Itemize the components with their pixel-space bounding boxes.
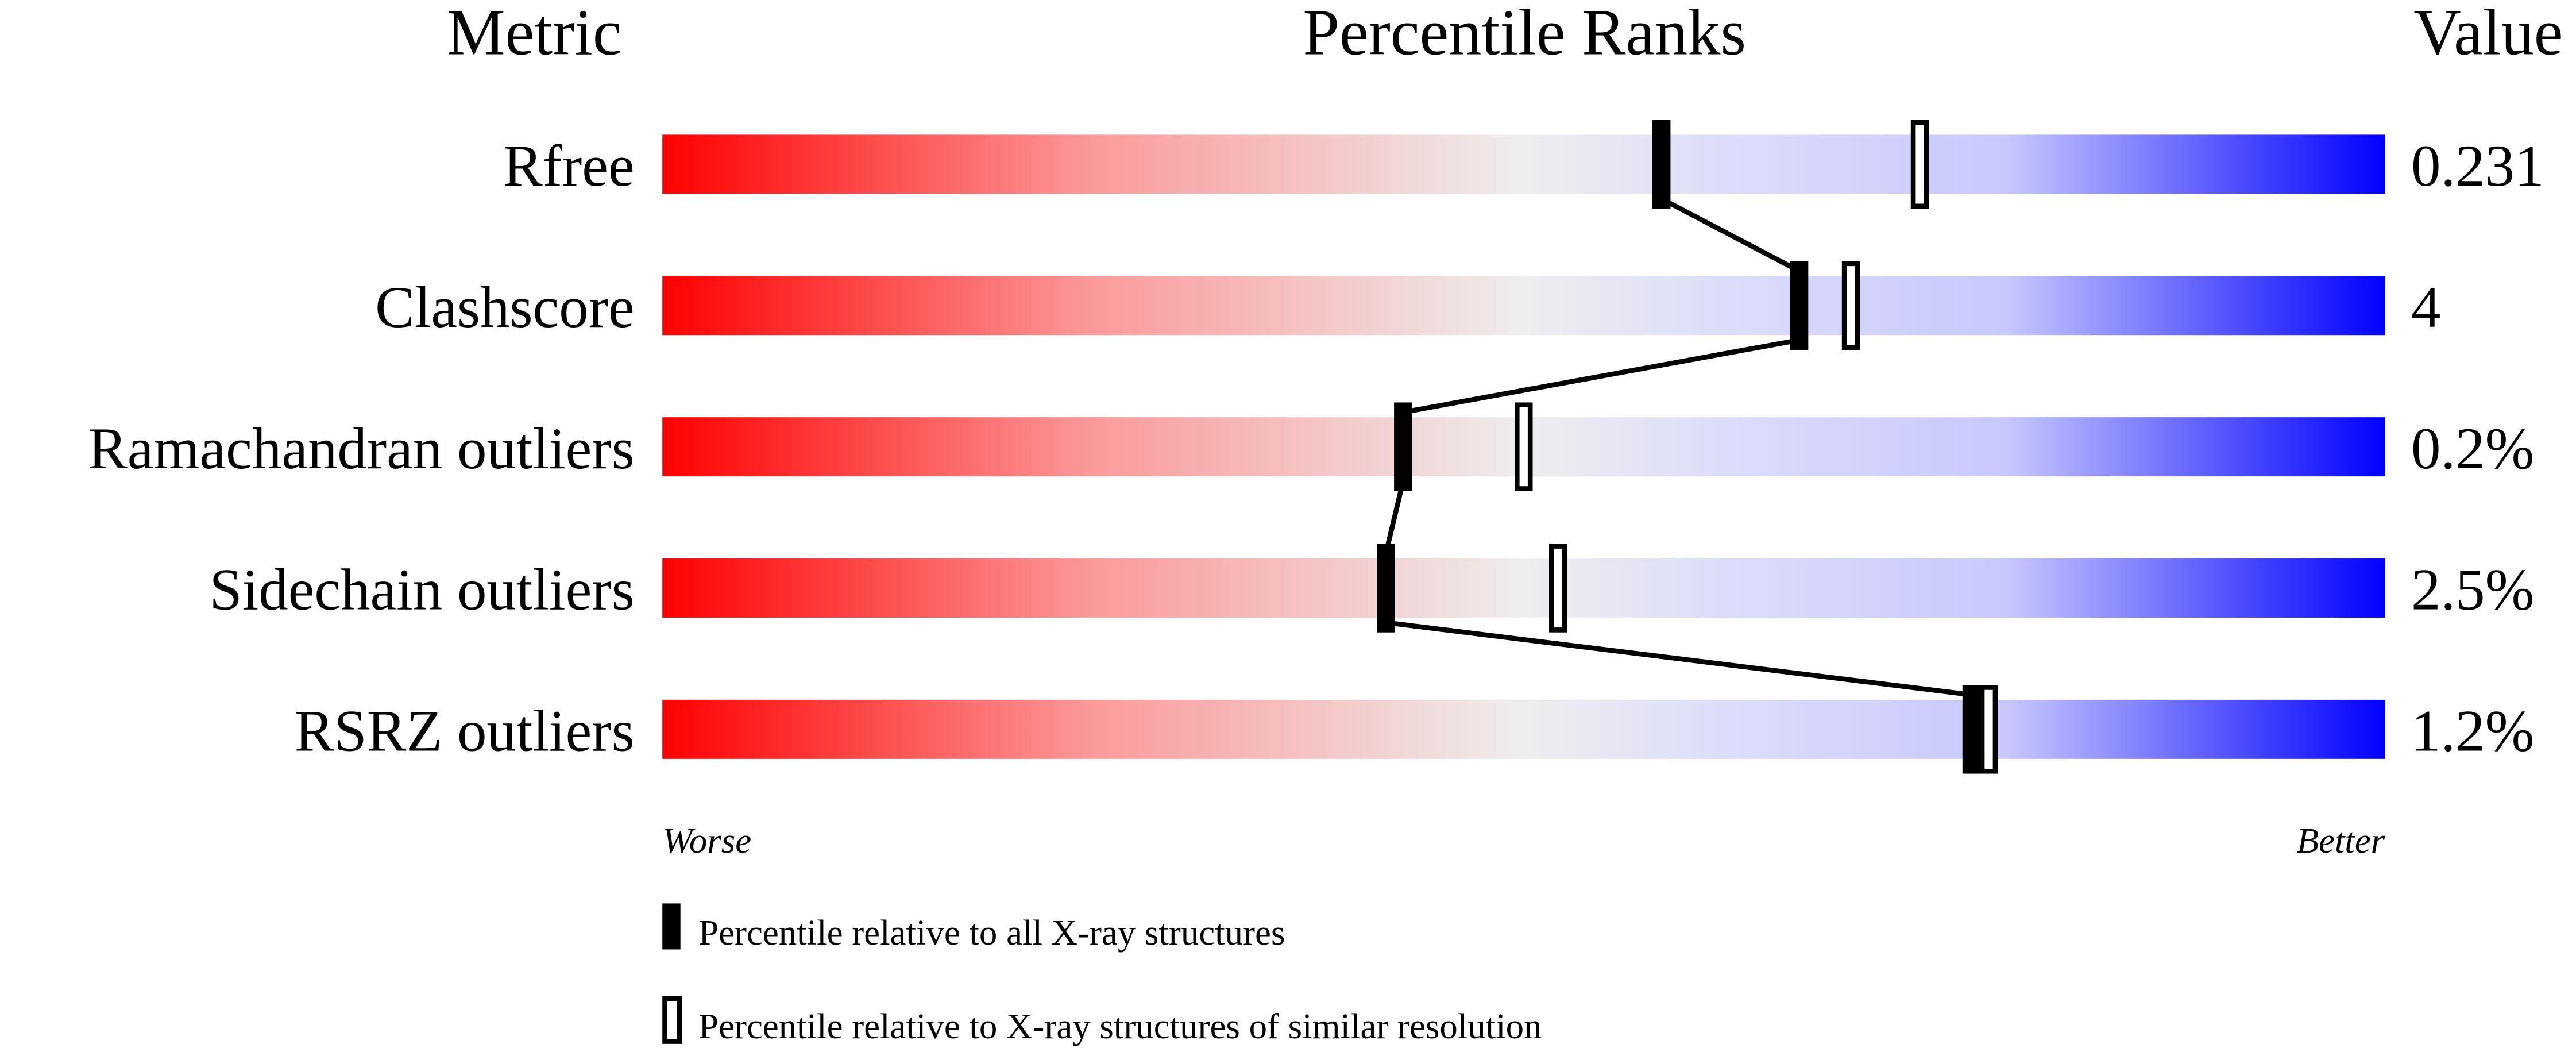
marker-similar-resolution bbox=[1515, 402, 1533, 491]
marker-similar-resolution bbox=[1979, 685, 1998, 774]
metric-label: Clashscore bbox=[375, 275, 635, 340]
metric-label: RSRZ outliers bbox=[295, 699, 635, 764]
marker-all-structures bbox=[1377, 544, 1395, 633]
marker-similar-resolution bbox=[1910, 120, 1929, 209]
metric-label: Ramachandran outliers bbox=[88, 416, 635, 481]
legend-hollow-marker-icon bbox=[662, 996, 682, 1044]
connector-line bbox=[1660, 196, 1801, 273]
metric-value: 0.231 bbox=[2411, 133, 2544, 199]
marker-all-structures bbox=[1962, 685, 1981, 774]
percentile-bar bbox=[662, 276, 2385, 336]
metric-label: Rfree bbox=[503, 133, 635, 199]
marker-all-structures bbox=[1790, 261, 1809, 350]
metric-label: Sidechain outliers bbox=[209, 557, 634, 623]
percentile-bar bbox=[662, 699, 2385, 759]
marker-all-structures bbox=[1652, 120, 1671, 209]
metric-value: 2.5% bbox=[2411, 557, 2534, 623]
percentile-bar bbox=[662, 134, 2385, 194]
header-metric: Metric bbox=[447, 0, 622, 68]
axis-worse-label: Worse bbox=[662, 820, 751, 861]
marker-similar-resolution bbox=[1841, 261, 1860, 350]
axis-better-label: Better bbox=[2297, 820, 2385, 861]
connector-line bbox=[1385, 620, 1972, 698]
percentile-bar bbox=[662, 558, 2385, 618]
connector-line bbox=[1383, 480, 1405, 554]
legend-filled-marker-icon bbox=[662, 903, 681, 950]
metric-value: 1.2% bbox=[2411, 699, 2534, 764]
header-value: Value bbox=[2413, 0, 2563, 68]
connector-line bbox=[1403, 337, 1800, 415]
legend-all: Percentile relative to all X-ray structu… bbox=[698, 912, 1285, 953]
metric-value: 0.2% bbox=[2411, 416, 2534, 481]
metric-value: 4 bbox=[2411, 275, 2440, 340]
legend-similar: Percentile relative to X-ray structures … bbox=[698, 1006, 1542, 1046]
marker-all-structures bbox=[1394, 402, 1412, 491]
header-percentile-ranks: Percentile Ranks bbox=[1303, 0, 1746, 68]
marker-similar-resolution bbox=[1549, 544, 1567, 633]
